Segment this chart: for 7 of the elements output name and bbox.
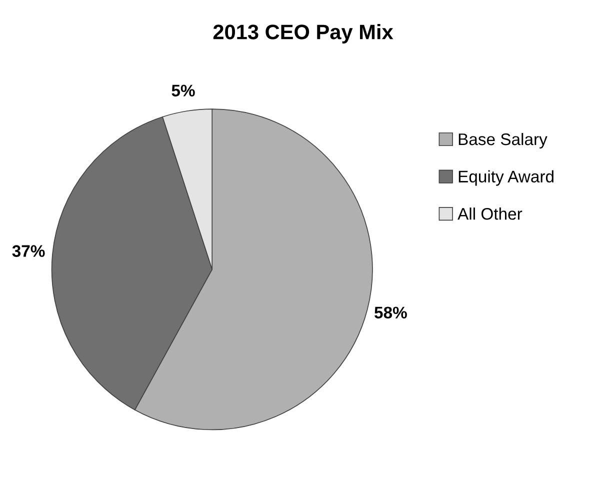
data-label: 37% [12, 245, 45, 257]
data-label: 58% [374, 306, 407, 318]
legend-label: Equity Award [458, 170, 554, 186]
legend-label: Base Salary [458, 132, 548, 148]
legend-label: All Other [458, 208, 522, 220]
chart-title: 2013 CEO Pay Mix [213, 24, 394, 44]
data-label: 5% [172, 84, 195, 96]
